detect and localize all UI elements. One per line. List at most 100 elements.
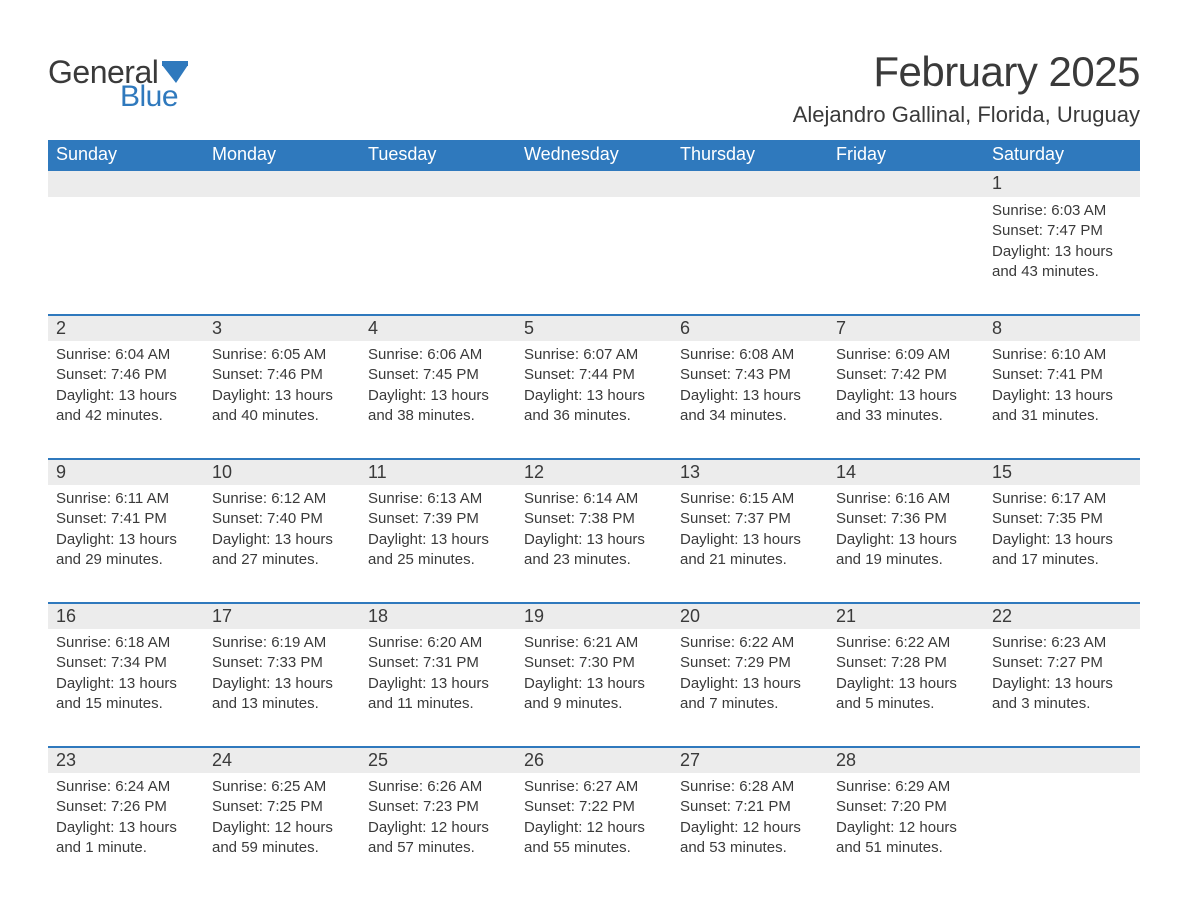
day-cell: Sunrise: 6:16 AMSunset: 7:36 PMDaylight:…	[828, 485, 984, 603]
week-4-daynums: 23 24 25 26 27 28	[48, 747, 1140, 773]
sunrise-text: Sunrise: 6:13 AM	[368, 489, 508, 509]
day-cell: Sunrise: 6:10 AMSunset: 7:41 PMDaylight:…	[984, 341, 1140, 459]
day-cell	[48, 197, 204, 315]
sunset-text: Sunset: 7:27 PM	[992, 653, 1132, 673]
day-cell: Sunrise: 6:03 AM Sunset: 7:47 PM Dayligh…	[984, 197, 1140, 315]
sunset-text: Sunset: 7:35 PM	[992, 509, 1132, 529]
daylight-text: Daylight: 13 hours and 43 minutes.	[992, 242, 1132, 283]
daylight-text: Daylight: 13 hours and 36 minutes.	[524, 386, 664, 427]
day-number: 10	[204, 459, 360, 485]
sunrise-text: Sunrise: 6:14 AM	[524, 489, 664, 509]
day-number: 14	[828, 459, 984, 485]
day-number: 19	[516, 603, 672, 629]
day-cell: Sunrise: 6:23 AMSunset: 7:27 PMDaylight:…	[984, 629, 1140, 747]
day-number: 13	[672, 459, 828, 485]
page-header: General Blue February 2025 Alejandro Gal…	[48, 48, 1140, 128]
calendar-page: General Blue February 2025 Alejandro Gal…	[0, 0, 1188, 906]
daylight-text: Daylight: 13 hours and 33 minutes.	[836, 386, 976, 427]
sunset-text: Sunset: 7:36 PM	[836, 509, 976, 529]
day-cell: Sunrise: 6:19 AMSunset: 7:33 PMDaylight:…	[204, 629, 360, 747]
daylight-text: Daylight: 13 hours and 7 minutes.	[680, 674, 820, 715]
week-2-details: Sunrise: 6:11 AMSunset: 7:41 PMDaylight:…	[48, 485, 1140, 603]
day-cell: Sunrise: 6:13 AMSunset: 7:39 PMDaylight:…	[360, 485, 516, 603]
sunset-text: Sunset: 7:39 PM	[368, 509, 508, 529]
sunset-text: Sunset: 7:23 PM	[368, 797, 508, 817]
day-cell: Sunrise: 6:21 AMSunset: 7:30 PMDaylight:…	[516, 629, 672, 747]
day-cell: Sunrise: 6:22 AMSunset: 7:29 PMDaylight:…	[672, 629, 828, 747]
day-number: 3	[204, 315, 360, 341]
sunrise-text: Sunrise: 6:25 AM	[212, 777, 352, 797]
day-cell: Sunrise: 6:28 AMSunset: 7:21 PMDaylight:…	[672, 773, 828, 866]
day-cell	[516, 197, 672, 315]
day-number: 4	[360, 315, 516, 341]
sunrise-text: Sunrise: 6:12 AM	[212, 489, 352, 509]
month-title: February 2025	[793, 48, 1140, 96]
sunset-text: Sunset: 7:40 PM	[212, 509, 352, 529]
day-number: 20	[672, 603, 828, 629]
sunset-text: Sunset: 7:37 PM	[680, 509, 820, 529]
sunrise-text: Sunrise: 6:03 AM	[992, 201, 1132, 221]
sunrise-text: Sunrise: 6:26 AM	[368, 777, 508, 797]
calendar-body: 1 Sunrise: 6:03 AM Sunset: 7:47 PM Dayli…	[48, 171, 1140, 866]
day-number: 9	[48, 459, 204, 485]
sunset-text: Sunset: 7:31 PM	[368, 653, 508, 673]
sunrise-text: Sunrise: 6:06 AM	[368, 345, 508, 365]
daylight-text: Daylight: 12 hours and 51 minutes.	[836, 818, 976, 859]
week-0-daynums: 1	[48, 171, 1140, 197]
sunrise-text: Sunrise: 6:23 AM	[992, 633, 1132, 653]
daylight-text: Daylight: 12 hours and 53 minutes.	[680, 818, 820, 859]
day-cell	[204, 197, 360, 315]
sunset-text: Sunset: 7:41 PM	[992, 365, 1132, 385]
day-number: 8	[984, 315, 1140, 341]
day-cell	[672, 197, 828, 315]
day-cell: Sunrise: 6:05 AMSunset: 7:46 PMDaylight:…	[204, 341, 360, 459]
sunset-text: Sunset: 7:34 PM	[56, 653, 196, 673]
day-number: 15	[984, 459, 1140, 485]
day-number: 5	[516, 315, 672, 341]
day-cell	[360, 197, 516, 315]
sunset-text: Sunset: 7:45 PM	[368, 365, 508, 385]
dow-monday: Monday	[204, 140, 360, 171]
day-cell: Sunrise: 6:06 AMSunset: 7:45 PMDaylight:…	[360, 341, 516, 459]
sunrise-text: Sunrise: 6:19 AM	[212, 633, 352, 653]
day-number	[360, 171, 516, 197]
week-1-daynums: 2 3 4 5 6 7 8	[48, 315, 1140, 341]
daylight-text: Daylight: 13 hours and 19 minutes.	[836, 530, 976, 571]
day-cell: Sunrise: 6:04 AMSunset: 7:46 PMDaylight:…	[48, 341, 204, 459]
sunset-text: Sunset: 7:33 PM	[212, 653, 352, 673]
sunrise-text: Sunrise: 6:27 AM	[524, 777, 664, 797]
daylight-text: Daylight: 13 hours and 21 minutes.	[680, 530, 820, 571]
day-cell: Sunrise: 6:17 AMSunset: 7:35 PMDaylight:…	[984, 485, 1140, 603]
week-3-details: Sunrise: 6:18 AMSunset: 7:34 PM Daylight:…	[48, 629, 1140, 747]
daylight-text: Daylight: 13 hours and 1 minute.	[56, 818, 196, 859]
sunrise-text: Sunrise: 6:10 AM	[992, 345, 1132, 365]
dow-tuesday: Tuesday	[360, 140, 516, 171]
day-cell: Sunrise: 6:24 AMSunset: 7:26 PMDaylight:…	[48, 773, 204, 866]
sunrise-text: Sunrise: 6:16 AM	[836, 489, 976, 509]
sunrise-text: Sunrise: 6:29 AM	[836, 777, 976, 797]
sunrise-text: Sunrise: 6:28 AM	[680, 777, 820, 797]
daylight-text: Daylight: 13 hours and 31 minutes.	[992, 386, 1132, 427]
brand-logo: General Blue	[48, 48, 192, 112]
day-cell: Sunrise: 6:09 AMSunset: 7:42 PMDaylight:…	[828, 341, 984, 459]
daylight-text: Daylight: 13 hours and 11 minutes.	[368, 674, 508, 715]
day-number: 25	[360, 747, 516, 773]
sunrise-text: Sunrise: 6:07 AM	[524, 345, 664, 365]
sunrise-text: Sunrise: 6:18 AM	[56, 633, 196, 653]
location-title: Alejandro Gallinal, Florida, Uruguay	[793, 102, 1140, 128]
day-cell	[828, 197, 984, 315]
week-0-details: Sunrise: 6:03 AM Sunset: 7:47 PM Dayligh…	[48, 197, 1140, 315]
day-number	[672, 171, 828, 197]
daylight-text: Daylight: 13 hours and 23 minutes.	[524, 530, 664, 571]
day-number	[516, 171, 672, 197]
day-number	[204, 171, 360, 197]
day-cell: Sunrise: 6:22 AMSunset: 7:28 PMDaylight:…	[828, 629, 984, 747]
day-cell: Sunrise: 6:20 AMSunset: 7:31 PMDaylight:…	[360, 629, 516, 747]
sunset-text: Sunset: 7:26 PM	[56, 797, 196, 817]
sunset-text: Sunset: 7:21 PM	[680, 797, 820, 817]
day-number: 27	[672, 747, 828, 773]
sunset-text: Sunset: 7:30 PM	[524, 653, 664, 673]
daylight-text: Daylight: 13 hours and 5 minutes.	[836, 674, 976, 715]
day-number: 26	[516, 747, 672, 773]
sunrise-text: Sunrise: 6:05 AM	[212, 345, 352, 365]
